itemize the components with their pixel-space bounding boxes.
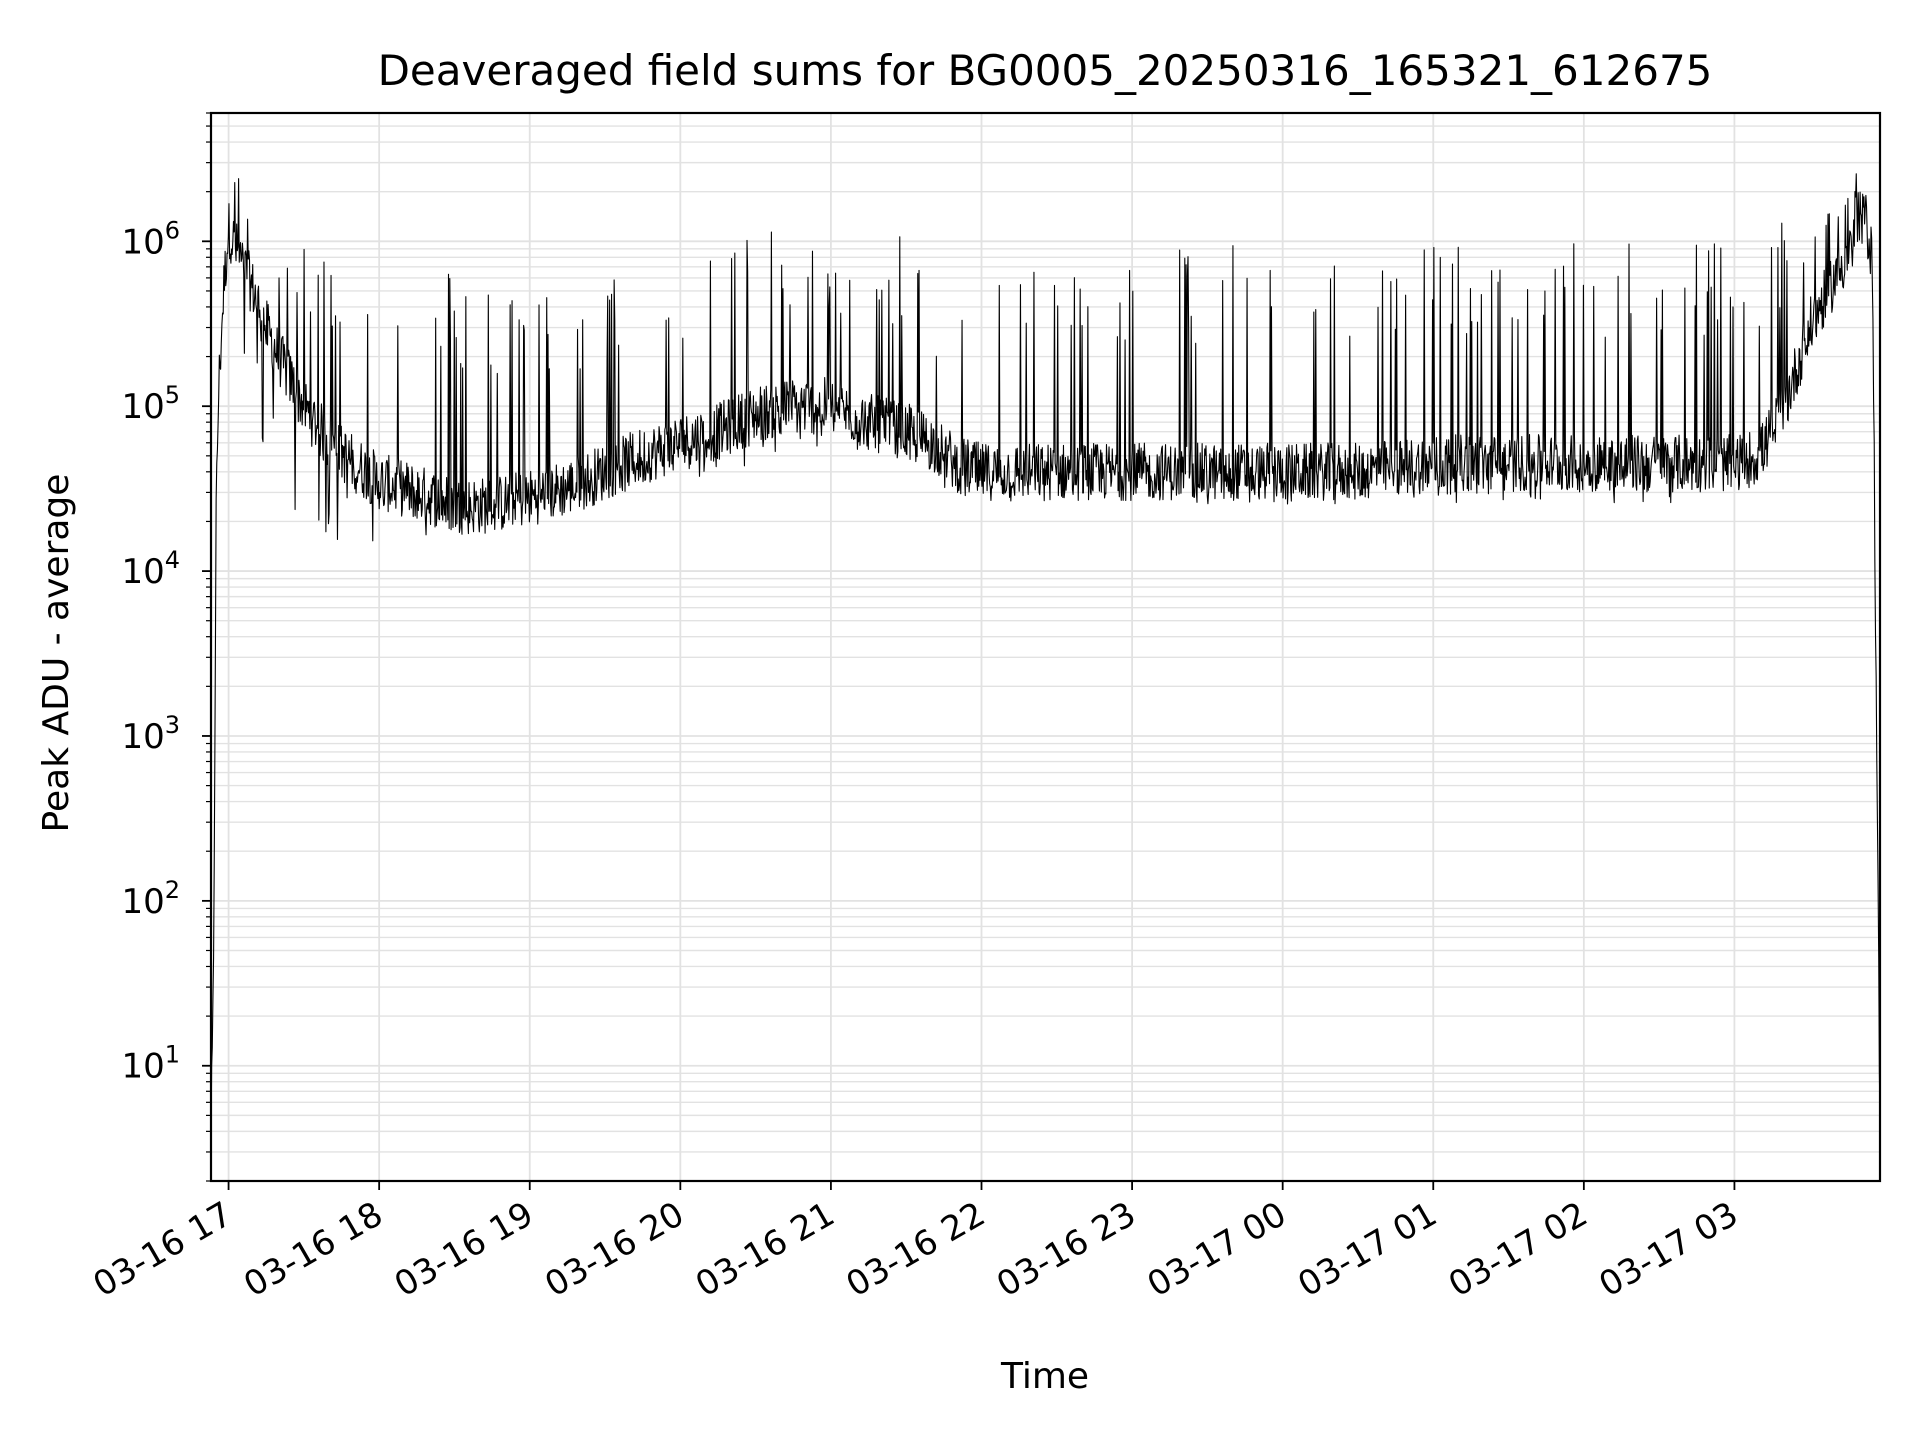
plot-frame: [209, 111, 1882, 1183]
y-axis-label: Peak ADU - average: [36, 474, 77, 833]
y-tick-label-base: 10: [121, 222, 164, 262]
x-tick-label: 03-16 19: [388, 1194, 540, 1305]
y-tick-label-exp: 2: [165, 876, 180, 904]
x-tick-label: 03-17 01: [1291, 1194, 1443, 1305]
x-tick-label: 03-16 22: [840, 1194, 992, 1305]
y-tick-label-exp: 4: [165, 546, 180, 574]
x-tick-label: 03-17 02: [1442, 1194, 1594, 1305]
y-tick-label-base: 10: [121, 1047, 164, 1087]
x-tick-label: 03-16 23: [990, 1194, 1142, 1305]
y-tick-label: 103: [121, 711, 180, 757]
y-tick-label: 102: [121, 876, 180, 922]
y-tick-label-exp: 5: [165, 381, 180, 409]
x-tick-label: 03-16 17: [87, 1194, 239, 1305]
y-tick-label-exp: 1: [165, 1041, 180, 1069]
data-layer: [210, 173, 1881, 1143]
x-tick-label: 03-16 18: [237, 1194, 389, 1305]
y-tick-label-base: 10: [121, 717, 164, 757]
x-tick-label: 03-17 03: [1593, 1194, 1745, 1305]
y-tick-label-exp: 3: [165, 711, 180, 739]
series-line: [210, 173, 1881, 1143]
y-tick-label-base: 10: [121, 387, 164, 427]
y-tick-label-base: 10: [121, 882, 164, 922]
x-axis-label: Time: [1000, 1356, 1089, 1397]
y-tick-label: 104: [121, 546, 180, 592]
y-tick-label-base: 10: [121, 552, 164, 592]
x-tick-label: 03-16 20: [538, 1194, 690, 1305]
y-tick-label: 101: [121, 1041, 180, 1087]
chart-title: Deaveraged field sums for BG0005_2025031…: [378, 46, 1713, 95]
y-tick-label: 105: [121, 381, 180, 427]
y-tick-label-exp: 6: [165, 216, 180, 244]
grid-layer: [211, 112, 1880, 1182]
y-tick-label: 106: [121, 216, 180, 262]
x-tick-label: 03-16 21: [689, 1194, 841, 1305]
x-tick-label: 03-17 00: [1141, 1194, 1293, 1305]
